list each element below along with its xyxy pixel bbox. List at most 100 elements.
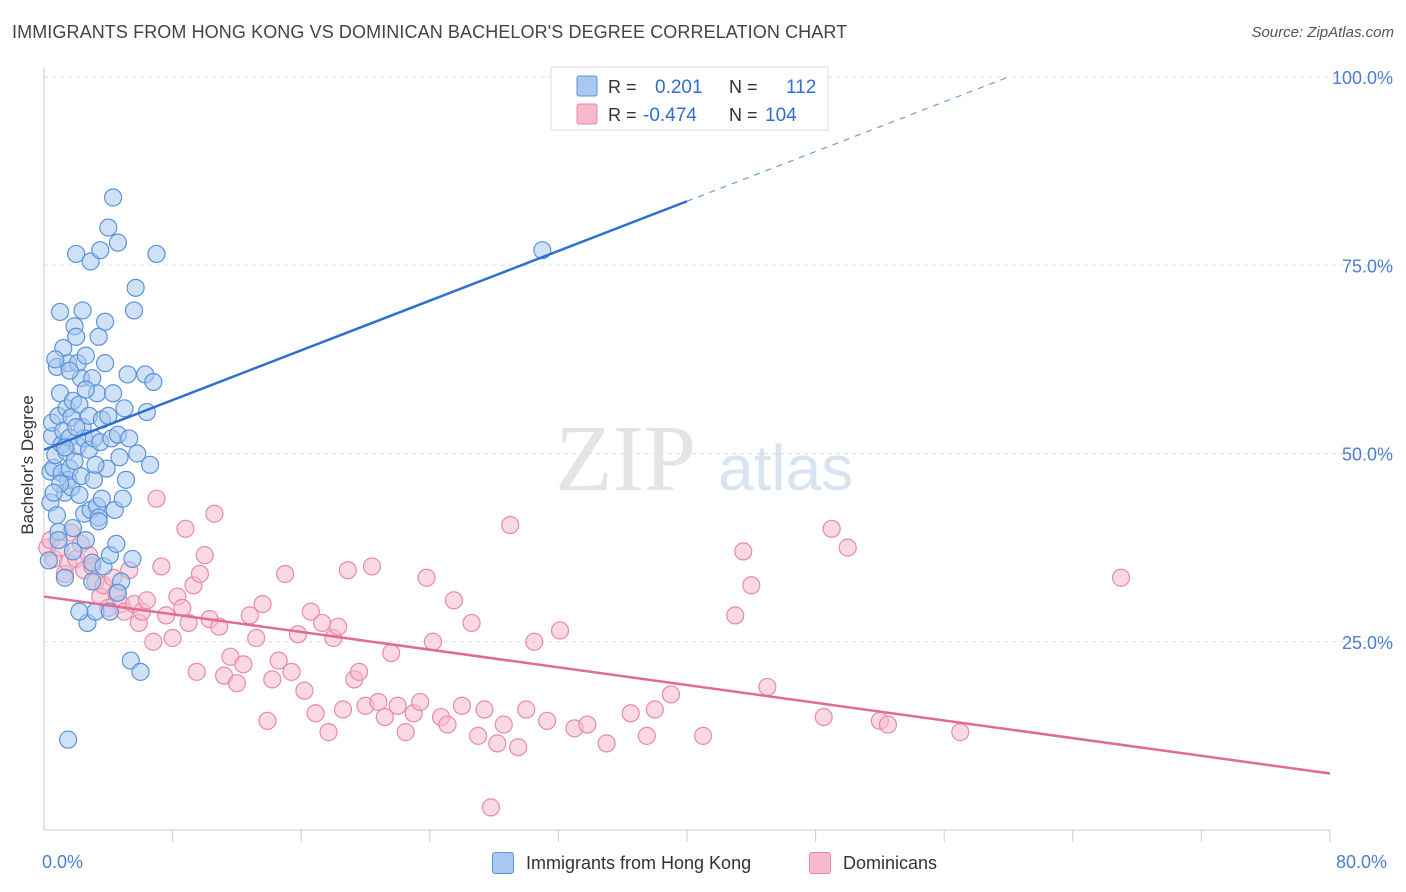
dominicans-point <box>382 643 401 663</box>
hong-kong-point <box>116 470 136 489</box>
dominicans-point <box>247 628 266 648</box>
dominicans-point <box>742 576 761 595</box>
dominicans-point <box>276 564 295 584</box>
dominicans-point <box>661 685 681 704</box>
hong-kong-point <box>104 188 123 207</box>
legend-n-label: N = <box>729 77 758 97</box>
hong-kong-point <box>46 350 65 369</box>
dominicans-point <box>388 696 407 715</box>
hong-kong-point <box>55 568 74 587</box>
hong-kong-point <box>44 483 63 502</box>
hong-kong-point <box>89 327 108 346</box>
chart-source: Source: ZipAtlas.com <box>1251 24 1394 41</box>
dominicans-point <box>475 700 494 719</box>
dominicans-point <box>269 651 288 670</box>
hong-kong-point <box>60 361 79 380</box>
dominicans-point <box>525 632 544 651</box>
y-tick-labels: 25.0% 50.0% 75.0% 100.0% <box>1332 68 1393 653</box>
dominicans-point <box>693 726 713 745</box>
dominicans-point <box>597 734 616 753</box>
hong-kong-point <box>140 455 160 474</box>
hong-kong-trend-line <box>43 200 688 451</box>
hong-kong-point <box>50 302 70 322</box>
hong-kong-point <box>110 448 129 467</box>
hong-kong-point <box>76 346 95 365</box>
hong-kong-point <box>131 662 150 681</box>
dominicans-point <box>396 723 415 742</box>
dominicans-point <box>227 674 246 693</box>
dominicans-point <box>329 617 348 636</box>
hong-kong-point <box>123 549 142 569</box>
hong-kong-point <box>124 301 144 320</box>
watermark-zip: ZIP <box>555 407 696 511</box>
dominicans-point <box>319 723 338 742</box>
dominicans-point <box>288 625 308 644</box>
hong-kong-point <box>107 534 126 553</box>
dominicans-point <box>195 546 214 565</box>
dominicans-point <box>411 692 430 712</box>
legend-r-label: R = <box>608 77 637 97</box>
hong-kong-point <box>144 372 163 392</box>
hong-kong-point <box>67 244 86 264</box>
y-tick-label: 25.0% <box>1342 633 1393 653</box>
hong-kong-point <box>39 551 58 570</box>
hong-kong-point <box>104 384 123 403</box>
dominicans-point <box>517 700 536 719</box>
dominicans-point <box>444 591 464 610</box>
dominicans-point <box>187 662 206 681</box>
dominicans-point <box>645 700 664 719</box>
dominicans-point <box>538 711 557 730</box>
hong-kong-point <box>49 530 68 550</box>
dominicans-point <box>234 655 253 674</box>
dominicans-point <box>263 670 282 689</box>
legend-label: Immigrants from Hong Kong <box>526 852 752 873</box>
legend-item-hong-kong[interactable]: Immigrants from Hong Kong <box>492 852 751 874</box>
hong-kong-point <box>76 530 95 550</box>
hong-kong-points <box>39 188 552 749</box>
dominicans-point <box>176 519 195 538</box>
hong-kong-point <box>73 301 92 320</box>
hong-kong-point <box>91 241 110 260</box>
hong-kong-point <box>86 455 105 474</box>
hong-kong-point <box>76 380 95 399</box>
x-tick-label-max: 80.0% <box>1336 852 1388 872</box>
legend-swatch-pink <box>576 103 598 125</box>
dominicans-point <box>509 738 528 757</box>
dominicans-point <box>338 561 357 580</box>
x-tick-label-min: 0.0% <box>42 852 84 872</box>
dominicans-point <box>163 628 182 648</box>
hong-kong-point <box>70 485 89 505</box>
dominicans-point <box>822 519 841 538</box>
dominicans-point <box>190 564 210 584</box>
hong-kong-point <box>89 512 108 531</box>
legend-swatch-pink <box>809 852 831 874</box>
dominicans-point <box>423 632 443 651</box>
dominicans-point <box>417 568 436 587</box>
dominicans-point <box>1111 568 1131 587</box>
dominicans-point <box>452 696 472 715</box>
dominicans-point <box>481 798 500 817</box>
hong-kong-point <box>99 218 118 237</box>
hong-kong-point <box>83 572 102 591</box>
legend-r-value: -0.474 <box>643 105 697 126</box>
hong-kong-point <box>113 489 132 508</box>
hong-kong-point <box>128 444 147 463</box>
hong-kong-point <box>63 542 83 561</box>
dominicans-point <box>951 723 970 742</box>
trend-lines <box>43 76 1331 775</box>
hong-kong-point <box>47 506 66 525</box>
hong-kong-point <box>95 354 115 373</box>
legend-item-dominicans[interactable]: Dominicans <box>809 852 937 874</box>
dominicans-point <box>369 692 388 712</box>
y-tick-label: 75.0% <box>1342 256 1393 276</box>
hong-kong-point <box>118 365 137 384</box>
dominicans-points <box>38 489 1131 817</box>
legend-r-label: R = <box>608 105 637 125</box>
dominicans-point <box>205 504 224 523</box>
watermark: ZIP atlas <box>555 407 853 511</box>
dominicans-point <box>333 700 353 719</box>
dominicans-point <box>253 594 272 614</box>
dominicans-point <box>726 606 745 625</box>
dominicans-point <box>306 704 325 723</box>
